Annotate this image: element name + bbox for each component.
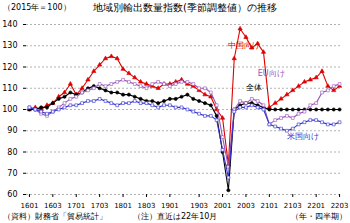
html-text:地域別輸出数量指数(季節調整値）の推移: 地域別輸出数量指数(季節調整値）の推移 <box>93 2 277 13</box>
svg-text:2003: 2003 <box>237 202 255 210</box>
svg-text:130: 130 <box>2 41 17 50</box>
svg-text:90: 90 <box>7 126 17 135</box>
svg-text:2201: 2201 <box>307 202 325 210</box>
svg-text:1801: 1801 <box>114 202 132 210</box>
svg-text:1601: 1601 <box>21 202 39 210</box>
svg-text:80: 80 <box>7 148 17 157</box>
svg-text:2101: 2101 <box>260 202 278 210</box>
html-text:（年・四半期）: （年・四半期） <box>291 212 347 221</box>
html-text:（2015年＝100）: （2015年＝100） <box>3 3 71 12</box>
svg-text:70: 70 <box>7 169 17 178</box>
svg-text:2103: 2103 <box>284 202 302 210</box>
html-text:（注）直近は22年10月: （注）直近は22年10月 <box>133 212 218 221</box>
svg-text:2203: 2203 <box>331 202 349 210</box>
svg-text:140: 140 <box>2 20 17 29</box>
svg-text:米国向け: 米国向け <box>287 132 319 141</box>
svg-text:1803: 1803 <box>138 202 156 210</box>
svg-text:1701: 1701 <box>67 202 85 210</box>
svg-text:100: 100 <box>2 105 17 114</box>
svg-text:1901: 1901 <box>161 202 179 210</box>
svg-text:1603: 1603 <box>44 202 62 210</box>
svg-text:60: 60 <box>7 190 17 199</box>
svg-text:EU向け: EU向け <box>258 69 285 78</box>
svg-text:中国向け: 中国向け <box>228 41 260 50</box>
svg-text:120: 120 <box>2 63 17 72</box>
svg-text:1703: 1703 <box>91 202 109 210</box>
svg-text:1903: 1903 <box>190 202 208 210</box>
svg-text:110: 110 <box>2 84 17 93</box>
svg-text:2001: 2001 <box>214 202 232 210</box>
html-text:（資料）財務省「貿易統計」: （資料）財務省「貿易統計」 <box>3 212 107 221</box>
svg-text:全体: 全体 <box>246 83 262 92</box>
